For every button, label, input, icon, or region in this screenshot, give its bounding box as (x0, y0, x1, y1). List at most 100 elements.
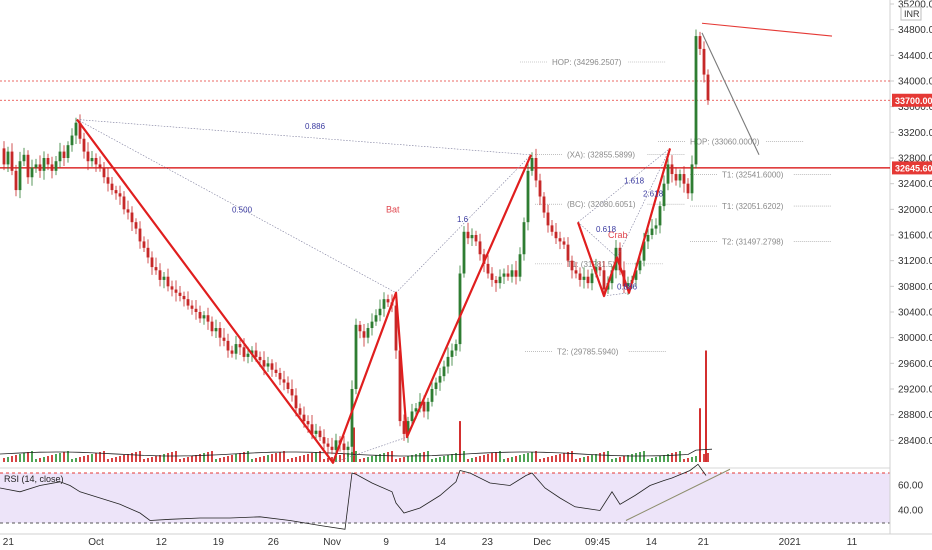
trend-line[interactable] (701, 32, 760, 156)
x-tick-label: 21 (3, 537, 15, 548)
volume-bar (215, 459, 217, 462)
candle-body (262, 360, 266, 367)
volume-bar (95, 453, 97, 462)
candle-body (510, 270, 514, 277)
volume-bar (451, 454, 453, 462)
x-tick-label: 26 (268, 537, 280, 548)
volume-bar (311, 453, 313, 462)
candle-body (454, 344, 458, 351)
volume-bar (27, 452, 29, 462)
candle-body (342, 443, 346, 450)
pattern-level-labels: HOP: (34296.2507) HOP: (33060.0000) (XA): … (520, 58, 831, 356)
candle-body (138, 228, 142, 242)
candle-body (2, 148, 6, 165)
candle-body (586, 276, 590, 284)
candle-body (602, 270, 606, 290)
candle-body (126, 209, 130, 213)
currency-badge[interactable] (900, 6, 922, 21)
y-axis[interactable]: 35200.00 34800.00 34400.00 34000.00 33600.00… (890, 0, 932, 447)
candle-body (194, 308, 198, 312)
x-tick-label: 21 (698, 537, 710, 548)
volume-bar (275, 453, 277, 462)
pattern-name-crab: Crab (608, 230, 628, 240)
candle-body (94, 158, 98, 165)
volume-bar (123, 455, 125, 462)
volume-bar (395, 459, 397, 462)
candle-body (506, 273, 510, 277)
x-tick-label: 9 (383, 537, 389, 548)
rsi-band (0, 473, 890, 523)
volume-bar (171, 452, 173, 462)
candle-body (190, 305, 194, 309)
level-label: T1: (32541.6000) (722, 171, 784, 180)
volume-bar (183, 458, 185, 462)
volume-bar (627, 455, 629, 462)
volume-bar (179, 459, 181, 462)
rsi-pane: 60.00 40.00 (0, 463, 923, 530)
candle-body (346, 446, 350, 450)
trend-line[interactable] (701, 22, 833, 37)
pattern-name-bat: Bat (386, 205, 400, 215)
volume-bar (399, 458, 401, 462)
currency-label: INR (904, 9, 920, 19)
candle-body (530, 158, 534, 171)
candle-body (170, 286, 174, 290)
candle-body (706, 74, 710, 101)
volume-bar (31, 451, 33, 462)
volume-bar (363, 458, 365, 462)
candle-body (242, 347, 246, 357)
volume-bar (227, 456, 229, 462)
volume-bar (579, 458, 581, 462)
volume-bar (223, 457, 225, 462)
volume-bar (575, 459, 577, 462)
candle-body (146, 247, 150, 258)
candle-body (702, 48, 706, 75)
volume-bar (19, 454, 21, 462)
volume-bar (51, 455, 53, 462)
volume-bar (499, 451, 501, 462)
volume-bars (0, 350, 713, 462)
candle-body (474, 235, 478, 242)
candle-body (678, 174, 682, 181)
price-tag-label: 32645.60 (895, 163, 932, 173)
candle-body (526, 170, 530, 223)
candle-body (298, 408, 302, 415)
volume-bar (511, 457, 513, 462)
volume-bar (491, 453, 493, 462)
volume-bar (35, 459, 37, 462)
rsi-title[interactable]: RSI (14, close) (4, 474, 64, 484)
candle-body (426, 401, 430, 412)
volume-bar (427, 451, 429, 462)
volume-bar (599, 453, 601, 462)
candle-body (38, 164, 42, 171)
candle-body (554, 231, 558, 239)
candle-body (562, 241, 566, 245)
volume-bar (455, 453, 457, 462)
candle-body (358, 324, 362, 332)
candle-body (114, 190, 118, 194)
volume-bar (239, 453, 241, 462)
trend-lines[interactable] (701, 22, 833, 156)
volume-bar (235, 454, 237, 462)
volume-bar (147, 458, 149, 462)
candle-body (690, 164, 694, 194)
volume-bar (595, 454, 597, 462)
rsi-trend-line[interactable] (625, 468, 731, 521)
candle-body (654, 225, 658, 229)
volume-bar (251, 459, 253, 462)
volume-bar (531, 452, 533, 462)
candle-body (674, 174, 678, 181)
volume-bar (631, 454, 633, 462)
rsi-tick-label: 40.00 (898, 506, 923, 517)
x-axis[interactable]: 21 Oct 12 19 26 Nov 9 14 23 Dec 09:45 14 21 2021 11 (3, 537, 858, 548)
candle-body (274, 369, 278, 373)
candle-body (362, 331, 366, 338)
candle-body (450, 350, 454, 357)
candle-body (398, 350, 402, 422)
volume-bar (643, 451, 645, 462)
level-label: T2: (31497.2798) (722, 238, 784, 247)
candle-body (14, 170, 18, 191)
candle-body (238, 344, 242, 348)
volume-bar (583, 457, 585, 462)
